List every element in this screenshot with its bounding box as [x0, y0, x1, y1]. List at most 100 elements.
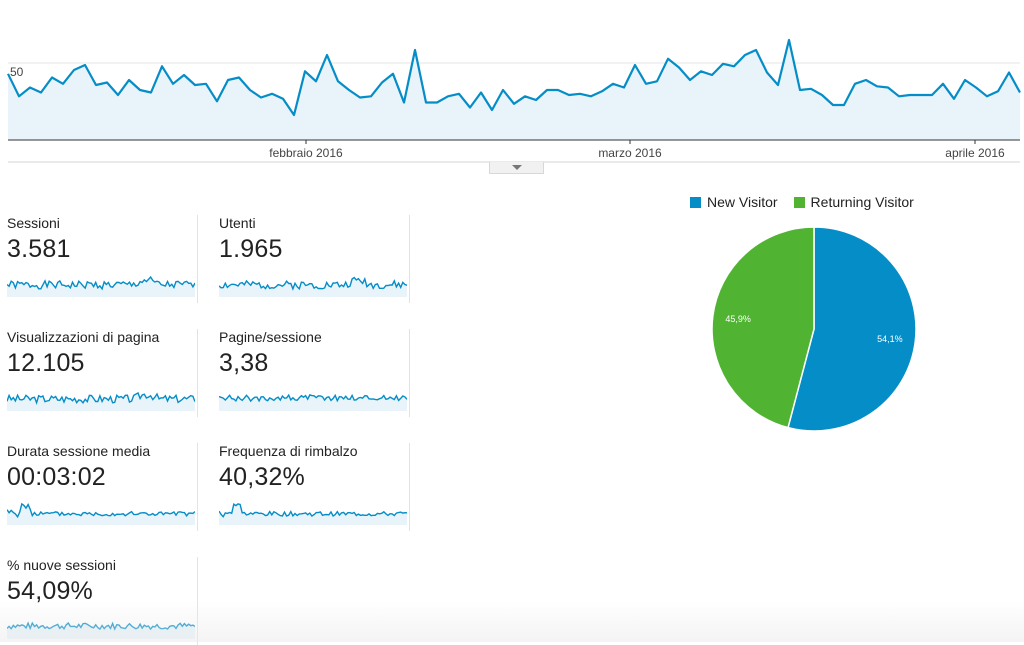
data-point[interactable] [358, 96, 362, 100]
data-point[interactable] [952, 97, 956, 101]
data-point[interactable] [842, 103, 846, 107]
data-point[interactable] [589, 94, 593, 98]
data-point[interactable] [270, 92, 274, 96]
data-point[interactable] [600, 89, 604, 93]
data-point[interactable] [171, 82, 175, 86]
data-point[interactable] [820, 93, 824, 97]
data-point[interactable] [61, 82, 65, 86]
data-point[interactable] [556, 88, 560, 92]
data-point[interactable] [787, 38, 791, 42]
data-point[interactable] [941, 82, 945, 86]
data-point[interactable] [853, 82, 857, 86]
data-point[interactable] [996, 89, 1000, 93]
data-point[interactable] [325, 53, 329, 57]
data-point[interactable] [369, 94, 373, 98]
data-point[interactable] [732, 64, 736, 68]
data-point[interactable] [83, 63, 87, 67]
data-point[interactable] [39, 91, 43, 95]
data-point[interactable] [633, 63, 637, 67]
data-point[interactable] [611, 82, 615, 86]
data-point[interactable] [974, 86, 978, 90]
data-point[interactable] [226, 78, 230, 82]
data-point[interactable] [347, 88, 351, 92]
data-point[interactable] [930, 93, 934, 97]
data-point[interactable] [116, 93, 120, 97]
data-point[interactable] [512, 102, 516, 106]
data-point[interactable] [292, 113, 296, 117]
data-point[interactable] [380, 81, 384, 85]
data-point[interactable] [710, 73, 714, 77]
data-point[interactable] [886, 86, 890, 90]
data-point[interactable] [490, 108, 494, 112]
data-point[interactable] [809, 87, 813, 91]
data-point[interactable] [127, 78, 131, 82]
metric-frequenza-rimbalzo[interactable]: Frequenza di rimbalzo 40,32% [212, 443, 410, 531]
data-point[interactable] [578, 92, 582, 96]
data-point[interactable] [435, 101, 439, 105]
data-point[interactable] [743, 53, 747, 57]
data-point[interactable] [754, 48, 758, 52]
data-point[interactable] [303, 69, 307, 73]
chart-collapse-toggle[interactable] [489, 162, 544, 174]
metric-pagine-sessione[interactable]: Pagine/sessione 3,38 [212, 329, 410, 417]
data-point[interactable] [622, 86, 626, 90]
metric-sessioni[interactable]: Sessioni 3.581 [0, 215, 198, 303]
legend-item-returning-visitor[interactable]: Returning Visitor [793, 194, 914, 210]
data-point[interactable] [402, 101, 406, 105]
data-point[interactable] [897, 94, 901, 98]
data-point[interactable] [501, 88, 505, 92]
data-point[interactable] [138, 88, 142, 92]
data-point[interactable] [545, 88, 549, 92]
data-point[interactable] [534, 98, 538, 102]
data-point[interactable] [875, 84, 879, 88]
data-point[interactable] [28, 86, 32, 90]
data-point[interactable] [919, 93, 923, 97]
data-point[interactable] [193, 83, 197, 87]
data-point[interactable] [336, 79, 340, 83]
data-point[interactable] [765, 71, 769, 75]
data-point[interactable] [105, 81, 109, 85]
data-point[interactable] [666, 57, 670, 61]
data-point[interactable] [182, 73, 186, 77]
data-point[interactable] [424, 101, 428, 105]
data-point[interactable] [908, 93, 912, 97]
data-point[interactable] [413, 48, 417, 52]
data-point[interactable] [204, 82, 208, 86]
data-point[interactable] [259, 96, 263, 100]
data-point[interactable] [776, 83, 780, 87]
data-point[interactable] [391, 72, 395, 76]
data-point[interactable] [72, 68, 76, 72]
data-point[interactable] [567, 93, 571, 97]
data-point[interactable] [314, 79, 318, 83]
data-point[interactable] [699, 69, 703, 73]
data-point[interactable] [644, 82, 648, 86]
data-point[interactable] [160, 64, 164, 68]
data-point[interactable] [237, 76, 241, 80]
data-point[interactable] [1018, 91, 1022, 95]
data-point[interactable] [479, 91, 483, 95]
pie-slice-returning-visitor[interactable] [711, 226, 815, 429]
data-point[interactable] [523, 94, 527, 98]
data-point[interactable] [688, 78, 692, 82]
legend-item-new-visitor[interactable]: New Visitor [690, 194, 778, 210]
data-point[interactable] [17, 94, 21, 98]
data-point[interactable] [215, 99, 219, 103]
data-point[interactable] [655, 79, 659, 83]
data-point[interactable] [1007, 71, 1011, 75]
data-point[interactable] [721, 62, 725, 66]
pie-slice-new-visitor[interactable] [787, 226, 917, 432]
data-point[interactable] [677, 66, 681, 70]
data-point[interactable] [281, 97, 285, 101]
metric-visualizzazioni[interactable]: Visualizzazioni di pagina 12.105 [0, 329, 198, 417]
data-point[interactable] [798, 88, 802, 92]
data-point[interactable] [468, 106, 472, 110]
metric-durata-sessione[interactable]: Durata sessione media 00:03:02 [0, 443, 198, 531]
data-point[interactable] [50, 76, 54, 80]
data-point[interactable] [963, 78, 967, 82]
data-point[interactable] [149, 91, 153, 95]
data-point[interactable] [985, 94, 989, 98]
metric-utenti[interactable]: Utenti 1.965 [212, 215, 410, 303]
data-point[interactable] [864, 78, 868, 82]
data-point[interactable] [248, 88, 252, 92]
data-point[interactable] [446, 94, 450, 98]
